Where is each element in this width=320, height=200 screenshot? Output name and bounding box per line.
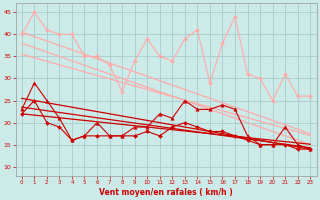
X-axis label: Vent moyen/en rafales ( km/h ): Vent moyen/en rafales ( km/h ) [99, 188, 233, 197]
